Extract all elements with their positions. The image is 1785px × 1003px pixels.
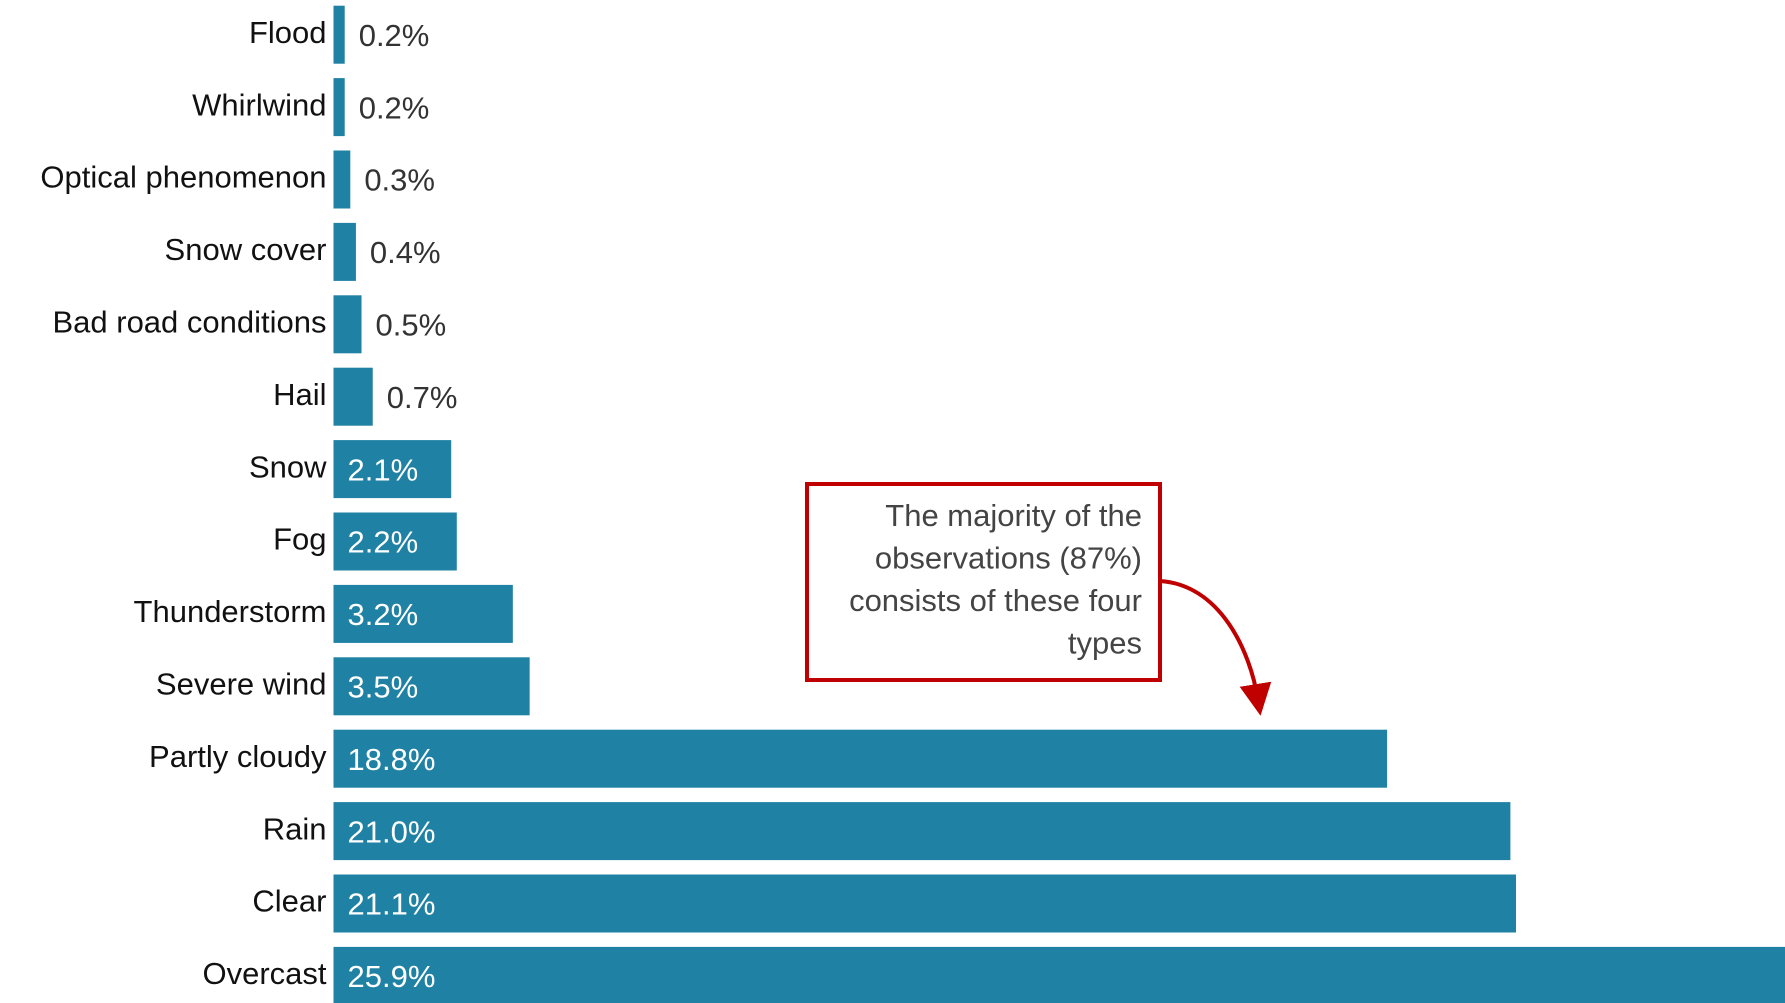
value-label: 0.7% [387, 380, 458, 415]
value-label: 2.2% [348, 525, 419, 560]
category-label: Snow cover [165, 232, 327, 267]
category-label: Partly cloudy [149, 739, 327, 774]
bar [333, 5, 345, 64]
value-label: 0.5% [376, 307, 447, 342]
bar [333, 78, 345, 137]
annotation-text: observations (87%) [875, 541, 1142, 576]
value-label: 0.4% [370, 235, 441, 270]
bar [333, 295, 362, 354]
bar [333, 874, 1516, 933]
value-label: 2.1% [348, 452, 419, 487]
value-label: 0.3% [364, 163, 435, 198]
category-label: Fog [273, 522, 326, 557]
category-label: Clear [252, 884, 326, 919]
category-label: Thunderstorm [134, 594, 327, 629]
category-label: Severe wind [156, 666, 327, 701]
bar [333, 512, 457, 571]
bar [333, 657, 530, 716]
bar [333, 150, 351, 209]
category-label: Flood [249, 15, 327, 50]
bar [333, 946, 1785, 1003]
category-label: Whirlwind [192, 87, 326, 122]
category-label: Optical phenomenon [40, 160, 326, 195]
value-label: 0.2% [359, 90, 430, 125]
annotation-text: types [1068, 626, 1142, 661]
category-label: Hail [273, 377, 326, 412]
category-label: Snow [249, 449, 327, 484]
value-label: 21.1% [348, 887, 436, 922]
value-label: 3.2% [348, 597, 419, 632]
annotation-box [805, 482, 1162, 682]
value-label: 25.9% [348, 959, 436, 994]
bar [333, 367, 373, 426]
annotation-text: consists of these four [849, 583, 1142, 618]
value-label: 18.8% [348, 742, 436, 777]
bar [333, 584, 513, 643]
category-label: Overcast [202, 956, 326, 991]
bar [333, 440, 452, 499]
annotation-text: The majority of the [885, 498, 1142, 533]
value-label: 21.0% [348, 814, 436, 849]
value-label: 0.2% [359, 18, 430, 53]
value-label: 3.5% [348, 669, 419, 704]
bar [333, 729, 1388, 788]
bar [333, 222, 356, 281]
category-label: Bad road conditions [52, 304, 326, 339]
bar [333, 802, 1511, 861]
annotation-arrow [1159, 579, 1272, 716]
category-label: Rain [263, 811, 327, 846]
